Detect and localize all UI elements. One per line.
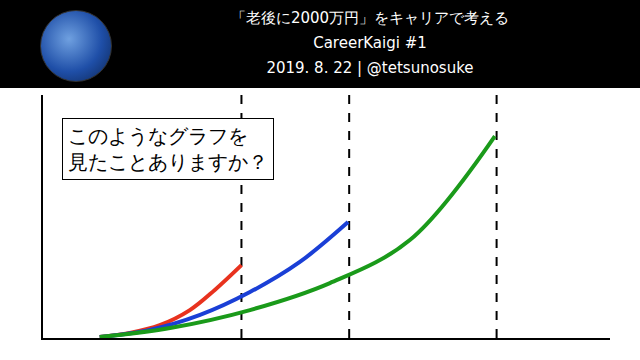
html-text:「老後に2000万円」をキャリアで考える: 「老後に2000万円」をキャリアで考える xyxy=(230,9,510,27)
html-text:CareerKaigi #1: CareerKaigi #1 xyxy=(313,34,427,52)
svg-text:このようなグラフを見たことありますか？: このようなグラフを見たことありますか？ xyxy=(68,124,268,174)
html-text:2019. 8. 22 | @tetsunosuke: 2019. 8. 22 | @tetsunosuke xyxy=(266,59,474,77)
